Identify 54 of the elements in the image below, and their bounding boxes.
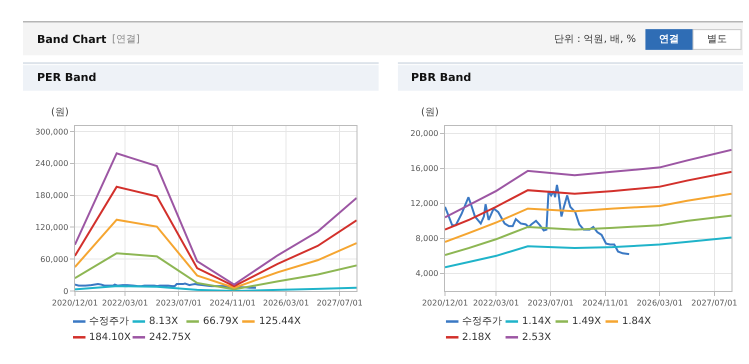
legend-label: 1.49X [572, 316, 602, 327]
y-tick-label: 8,000 [415, 234, 438, 244]
x-tick-label: 2023/07/01 [528, 298, 574, 308]
y-tick-label: 240,000 [35, 159, 68, 168]
y-axis-title: (원) [421, 107, 439, 118]
line-series [445, 148, 732, 218]
line-series [74, 252, 357, 290]
y-tick-label: 20,000 [410, 129, 438, 138]
x-tick-label: 2020/12/01 [422, 298, 468, 308]
y-tick-label: 12,000 [410, 199, 438, 208]
line-series [74, 152, 357, 286]
chart-title: PER Band [37, 71, 96, 84]
legend-label: 125.44X [259, 316, 301, 327]
text: 연결 [659, 34, 679, 45]
y-tick-label: 60,000 [40, 254, 68, 264]
x-tick-label: 2027/07/01 [316, 298, 363, 308]
text: Band Chart [37, 33, 106, 46]
text: [연결] [112, 34, 140, 45]
legend-label: 1.84X [622, 316, 652, 327]
x-tick-label: 2023/07/01 [156, 298, 202, 308]
y-tick-label: 300,000 [35, 127, 68, 136]
y-tick-label: 120,000 [35, 222, 68, 232]
line-series [74, 218, 357, 289]
line-series [445, 236, 732, 268]
x-tick-label: 2026/03/01 [262, 298, 310, 308]
legend-label: 184.10X [89, 332, 131, 343]
x-tick-label: 2024/11/01 [582, 298, 628, 308]
y-tick-label: 16,000 [410, 164, 438, 174]
line-series [445, 192, 732, 243]
legend-label: 수정주가 [89, 316, 129, 327]
legend-label: 1.14X [522, 316, 552, 327]
x-tick-label: 2022/03/01 [102, 298, 148, 308]
x-tick-label: 2024/11/01 [210, 298, 256, 308]
text: 별도 [707, 34, 727, 45]
y-axis-title: (원) [51, 107, 69, 118]
x-tick-label: 2027/07/01 [691, 298, 738, 308]
legend-label: 66.79X [203, 316, 239, 327]
legend-label: 8.13X [149, 316, 178, 327]
line-series [445, 170, 732, 231]
y-tick-label: 4,000 [415, 269, 438, 278]
y-tick-label: 0 [63, 286, 68, 296]
line-series [74, 186, 357, 288]
legend-label: 2.18X [462, 332, 492, 343]
x-tick-label: 2022/03/01 [472, 298, 520, 308]
legend-label: 2.53X [522, 332, 552, 343]
text: 단위 : 억원, 배, % [554, 34, 636, 45]
x-tick-label: 2026/03/01 [636, 298, 683, 308]
legend-label: 242.75X [149, 332, 191, 343]
legend-label: 수정주가 [462, 316, 502, 327]
chart-title: PBR Band [411, 71, 472, 84]
x-tick-label: 2020/12/01 [52, 298, 98, 308]
line-series [445, 214, 732, 256]
y-tick-label: 180,000 [35, 191, 68, 200]
line-series [445, 184, 630, 256]
